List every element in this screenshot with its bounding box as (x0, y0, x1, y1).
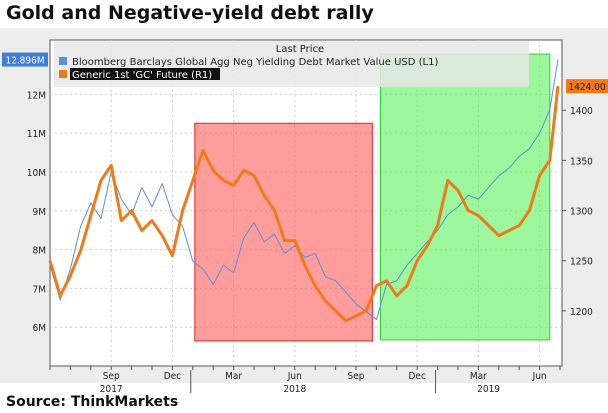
left-tick-label: 11M (27, 129, 46, 140)
left-tick-label: 12M (27, 90, 46, 101)
x-tick-label: Dec (408, 371, 425, 382)
x-year-label: 2018 (283, 384, 306, 393)
chart-title: Gold and Negative-yield debt rally (6, 2, 374, 24)
legend-swatch (59, 57, 67, 65)
legend-label: Generic 1st 'GC' Future (R1) (72, 70, 212, 81)
right-tick-label: 1300 (570, 207, 593, 218)
gold-series-line (48, 85, 560, 323)
right-last-value: 1424.00 (568, 82, 605, 93)
x-tick-label: Mar (470, 371, 487, 382)
x-tick-label: Dec (164, 371, 181, 382)
x-tick-label: Sep (348, 371, 365, 382)
x-year-label: 2017 (100, 384, 123, 393)
right-last-value-tag (566, 79, 608, 94)
x-tick-label: Jun (287, 371, 302, 382)
legend-swatch (59, 70, 67, 78)
x-tick-label: Jun (532, 371, 547, 382)
chart: 6M 7M 8M 9M 10M 11M 12M 1200 1250 1300 1350 1400 Sep… (0, 28, 608, 393)
x-tick-label: Sep (103, 371, 120, 382)
left-last-value: 12.896M (5, 56, 44, 67)
left-tick-label: 7M (33, 284, 47, 295)
debt-series-line (49, 59, 559, 320)
right-tick-label: 1400 (570, 106, 593, 117)
highlight-rect-green (379, 53, 551, 341)
left-tick-label: 9M (33, 207, 47, 218)
highlight-rect-red (194, 122, 373, 342)
left-last-value-tag (2, 52, 48, 67)
legend-highlight (70, 68, 220, 80)
left-tick-label: 10M (27, 168, 46, 179)
right-tick-label: 1250 (570, 257, 593, 268)
source-note: Source: ThinkMarkets (6, 394, 179, 410)
left-tick-label: 6M (33, 323, 47, 334)
legend-title: Last Price (276, 44, 324, 55)
x-tick-label: Mar (225, 371, 242, 382)
right-tick-label: 1350 (570, 156, 593, 167)
right-tick-label: 1200 (570, 307, 593, 318)
x-year-label: 2019 (477, 384, 500, 393)
legend-label: Bloomberg Barclays Global Agg Neg Yieldi… (72, 57, 438, 68)
left-tick-label: 8M (33, 246, 47, 257)
